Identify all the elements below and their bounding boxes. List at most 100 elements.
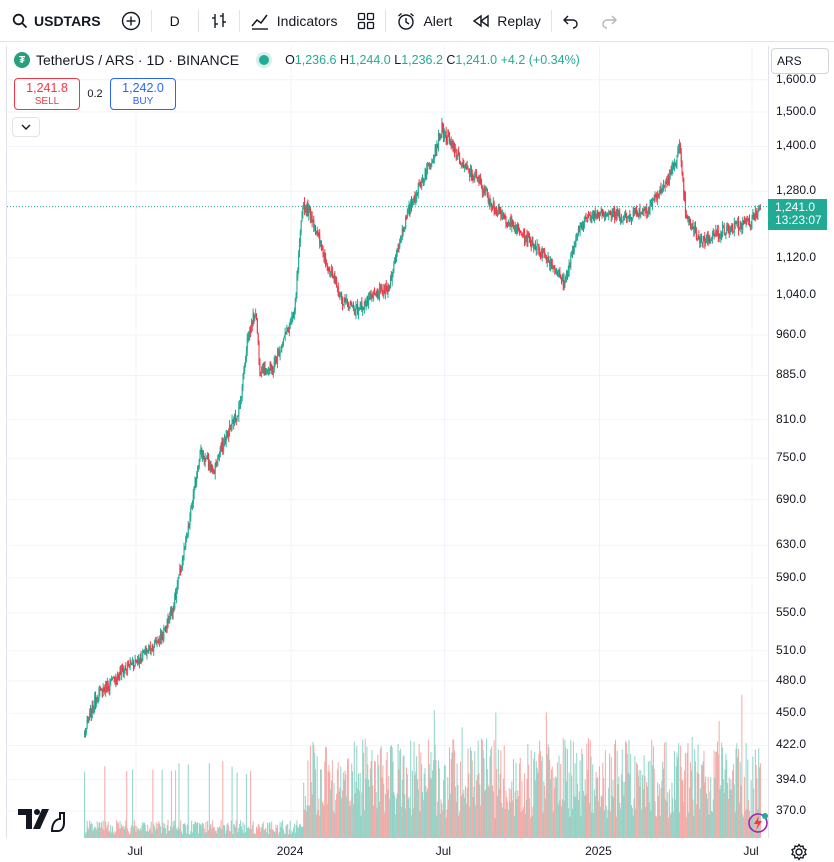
volume-bar — [498, 788, 500, 838]
volume-bar — [741, 694, 743, 838]
volume-bar — [387, 789, 389, 838]
candle-up — [237, 415, 239, 417]
candle-down — [533, 244, 535, 249]
candle-up — [690, 228, 692, 230]
candle-up — [226, 431, 228, 436]
volume-bar — [288, 834, 290, 838]
news-flash-icon[interactable] — [747, 812, 769, 834]
candle-down — [448, 134, 450, 136]
candle-up — [546, 257, 548, 262]
gear-icon[interactable] — [790, 843, 808, 861]
interval-label: D — [169, 12, 180, 29]
volume-bar — [487, 784, 489, 838]
volume-bar — [521, 781, 523, 838]
volume-bar — [347, 758, 349, 838]
candle-down — [327, 269, 329, 271]
volume-bar — [539, 740, 541, 838]
legend-collapse-button[interactable] — [12, 117, 40, 137]
candle-up — [138, 659, 140, 662]
volume-bar — [474, 750, 476, 838]
volume-bar — [304, 809, 306, 838]
price-chart[interactable] — [7, 46, 770, 838]
candle-down — [609, 211, 611, 215]
candle-up — [186, 533, 188, 536]
volume-bar — [732, 764, 734, 838]
candle-down — [526, 234, 528, 244]
volume-bar — [178, 763, 180, 838]
candle-up — [574, 246, 576, 248]
candle-down — [505, 216, 507, 225]
candle-up — [102, 689, 104, 697]
chart-pane[interactable] — [6, 46, 770, 838]
volume-bar — [491, 746, 493, 838]
alert-button[interactable]: Alert — [386, 0, 462, 42]
volume-bar — [218, 826, 220, 838]
sell-button[interactable]: 1,241.8 SELL — [14, 78, 80, 110]
candle-up — [348, 307, 350, 309]
volume-bar — [121, 824, 123, 838]
volume-bar — [719, 789, 721, 838]
volume-bar — [563, 800, 565, 838]
symbol-search-button[interactable]: USDTARS — [0, 0, 111, 42]
volume-bar — [542, 812, 544, 838]
candle-up — [400, 237, 402, 240]
volume-bar — [734, 812, 736, 838]
candle-down — [309, 207, 311, 210]
volume-bar — [333, 782, 335, 838]
candle-up — [111, 677, 113, 679]
candle-up — [199, 449, 201, 462]
candle-up — [659, 186, 661, 192]
volume-bar — [335, 799, 337, 838]
volume-bar — [165, 833, 167, 838]
candle-down — [588, 214, 590, 216]
candle-down — [597, 212, 599, 215]
volume-bar — [325, 747, 327, 838]
market-open-status-icon[interactable] — [259, 55, 270, 65]
candle-down — [635, 209, 637, 211]
volume-bar — [609, 753, 611, 838]
candle-down — [636, 210, 638, 213]
volume-bar — [229, 830, 231, 838]
templates-button[interactable] — [347, 0, 385, 42]
volume-bar — [439, 813, 441, 838]
compare-symbol-button[interactable] — [111, 0, 151, 42]
chart-type-button[interactable] — [199, 0, 239, 42]
candle-up — [650, 204, 652, 206]
candle-down — [653, 199, 655, 201]
volume-bar — [124, 826, 126, 838]
symbol-title[interactable]: TetherUS / ARS · 1D · BINANCE — [36, 52, 240, 68]
volume-bar — [217, 827, 219, 838]
indicators-button[interactable]: Indicators — [240, 0, 348, 42]
volume-bar — [437, 801, 439, 838]
buy-button[interactable]: 1,242.0 BUY — [110, 78, 176, 110]
candle-up — [640, 212, 642, 214]
volume-bar — [490, 749, 492, 838]
redo-button[interactable] — [590, 0, 628, 42]
candle-up — [657, 193, 659, 200]
volume-bar — [681, 780, 683, 838]
candle-up — [248, 336, 250, 338]
candle-down — [335, 278, 337, 281]
indicators-label: Indicators — [276, 12, 338, 29]
volume-bar — [554, 787, 556, 838]
candle-down — [270, 364, 272, 368]
candle-up — [161, 635, 163, 640]
currency-select[interactable]: ARS — [771, 48, 829, 74]
volume-bar — [429, 777, 431, 838]
volume-bar — [338, 791, 340, 838]
candle-down — [207, 458, 209, 467]
volume-bar — [646, 781, 648, 838]
candle-down — [357, 304, 359, 314]
volume-bar — [347, 759, 349, 838]
volume-bar — [137, 828, 139, 838]
volume-bar — [641, 774, 643, 838]
tradingview-logo-icon[interactable] — [16, 805, 68, 835]
candle-up — [154, 640, 156, 648]
candle-up — [451, 142, 453, 144]
candle-up — [754, 210, 756, 221]
replay-button[interactable]: Replay — [462, 0, 551, 42]
candle-up — [146, 651, 148, 655]
interval-button[interactable]: D — [152, 0, 198, 42]
high-value: 1,244.0 — [349, 53, 391, 67]
undo-button[interactable] — [552, 0, 590, 42]
